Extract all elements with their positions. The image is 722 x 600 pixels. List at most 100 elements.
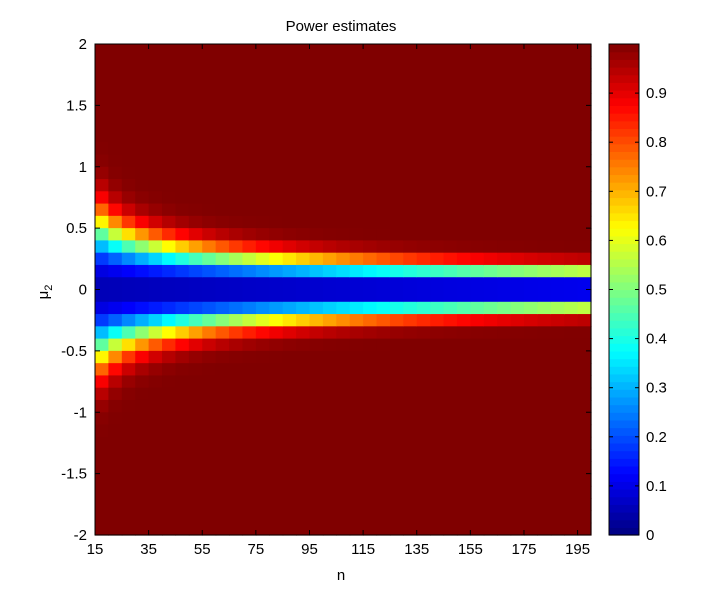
- heatmap-cell: [188, 203, 203, 217]
- heatmap-cell: [376, 363, 391, 377]
- heatmap-cell: [269, 436, 284, 450]
- heatmap-cell: [255, 277, 270, 291]
- heatmap-cell: [282, 68, 297, 82]
- heatmap-cell: [456, 314, 471, 327]
- heatmap-cell: [148, 363, 163, 377]
- heatmap-cell: [95, 191, 110, 205]
- heatmap-cell: [483, 424, 498, 438]
- heatmap-cell: [108, 485, 123, 499]
- heatmap-cell: [188, 387, 203, 401]
- heatmap-cell: [175, 412, 190, 426]
- heatmap-cell: [229, 399, 244, 413]
- heatmap-cell: [269, 252, 284, 266]
- heatmap-cell: [108, 301, 123, 315]
- heatmap-cell: [456, 338, 471, 352]
- heatmap-cell: [430, 277, 445, 291]
- heatmap-cell: [416, 473, 431, 487]
- heatmap-cell: [416, 191, 431, 205]
- heatmap-cell: [322, 179, 337, 192]
- heatmap-cell: [229, 142, 244, 156]
- heatmap-cell: [510, 117, 525, 131]
- heatmap-cell: [322, 68, 337, 82]
- heatmap-cell: [363, 105, 378, 119]
- heatmap-cell: [349, 412, 364, 426]
- heatmap-cell: [497, 117, 512, 131]
- heatmap-cell: [269, 522, 284, 536]
- heatmap-cell: [510, 166, 525, 180]
- heatmap-cell: [376, 326, 391, 340]
- heatmap-cell: [148, 289, 163, 303]
- heatmap-cell: [416, 350, 431, 364]
- heatmap-cell: [229, 314, 244, 327]
- heatmap-cell: [255, 80, 270, 94]
- heatmap-cell: [202, 166, 217, 180]
- heatmap-cell: [443, 264, 458, 278]
- heatmap-cell: [215, 485, 230, 499]
- heatmap-cell: [242, 252, 257, 266]
- heatmap-cell: [175, 44, 190, 57]
- heatmap-cell: [269, 93, 284, 106]
- heatmap-cell: [430, 142, 445, 156]
- heatmap-cell: [363, 154, 378, 168]
- heatmap-cell: [296, 399, 311, 413]
- heatmap-cell: [497, 449, 512, 462]
- heatmap-cell: [577, 350, 592, 364]
- heatmap-cell: [363, 498, 378, 512]
- heatmap-cell: [483, 80, 498, 94]
- heatmap-cell: [296, 412, 311, 426]
- heatmap-cell: [296, 498, 311, 512]
- heatmap-cell: [202, 129, 217, 143]
- heatmap-cell: [296, 252, 311, 266]
- heatmap-cell: [202, 93, 217, 106]
- heatmap-cell: [376, 105, 391, 119]
- heatmap-cell: [135, 449, 150, 462]
- heatmap-cell: [322, 338, 337, 352]
- heatmap-cell: [349, 436, 364, 450]
- heatmap-cell: [188, 510, 203, 524]
- heatmap-cell: [282, 191, 297, 205]
- heatmap-cell: [376, 252, 391, 266]
- colorbar-swatch: [609, 389, 639, 398]
- heatmap-cell: [430, 203, 445, 217]
- heatmap-cell: [175, 277, 190, 291]
- heatmap-cell: [242, 522, 257, 536]
- heatmap-cell: [135, 154, 150, 168]
- heatmap-cell: [148, 436, 163, 450]
- heatmap-cell: [309, 105, 324, 119]
- heatmap-cell: [363, 277, 378, 291]
- heatmap-cell: [175, 424, 190, 438]
- heatmap-cell: [229, 473, 244, 487]
- heatmap-cell: [148, 179, 163, 192]
- heatmap-cell: [416, 93, 431, 106]
- heatmap-cell: [430, 461, 445, 475]
- heatmap-cell: [229, 326, 244, 340]
- heatmap-cell: [282, 301, 297, 315]
- colorbar-tick-label: 0.9: [646, 85, 667, 102]
- heatmap-cell: [121, 56, 136, 70]
- heatmap-cell: [349, 105, 364, 119]
- heatmap-cell: [456, 215, 471, 229]
- heatmap-cell: [389, 301, 404, 315]
- colorbar-swatch: [609, 151, 639, 160]
- heatmap-cell: [403, 117, 418, 131]
- heatmap-cell: [416, 277, 431, 291]
- heatmap-cell: [363, 252, 378, 266]
- heatmap-cell: [242, 191, 257, 205]
- heatmap-cell: [564, 498, 579, 512]
- heatmap-cell: [229, 191, 244, 205]
- heatmap-cell: [497, 68, 512, 82]
- heatmap-cell: [188, 350, 203, 364]
- heatmap-cell: [577, 498, 592, 512]
- heatmap-cell: [497, 215, 512, 229]
- heatmap-cell: [269, 80, 284, 94]
- heatmap-cell: [336, 473, 351, 487]
- heatmap-cell: [121, 461, 136, 475]
- heatmap-cell: [497, 240, 512, 254]
- heatmap-cell: [229, 264, 244, 278]
- heatmap-cell: [162, 301, 177, 315]
- heatmap-cell: [349, 522, 364, 536]
- heatmap-cell: [95, 93, 110, 106]
- heatmap-cell: [416, 314, 431, 327]
- heatmap-cell: [162, 191, 177, 205]
- heatmap-cell: [537, 436, 552, 450]
